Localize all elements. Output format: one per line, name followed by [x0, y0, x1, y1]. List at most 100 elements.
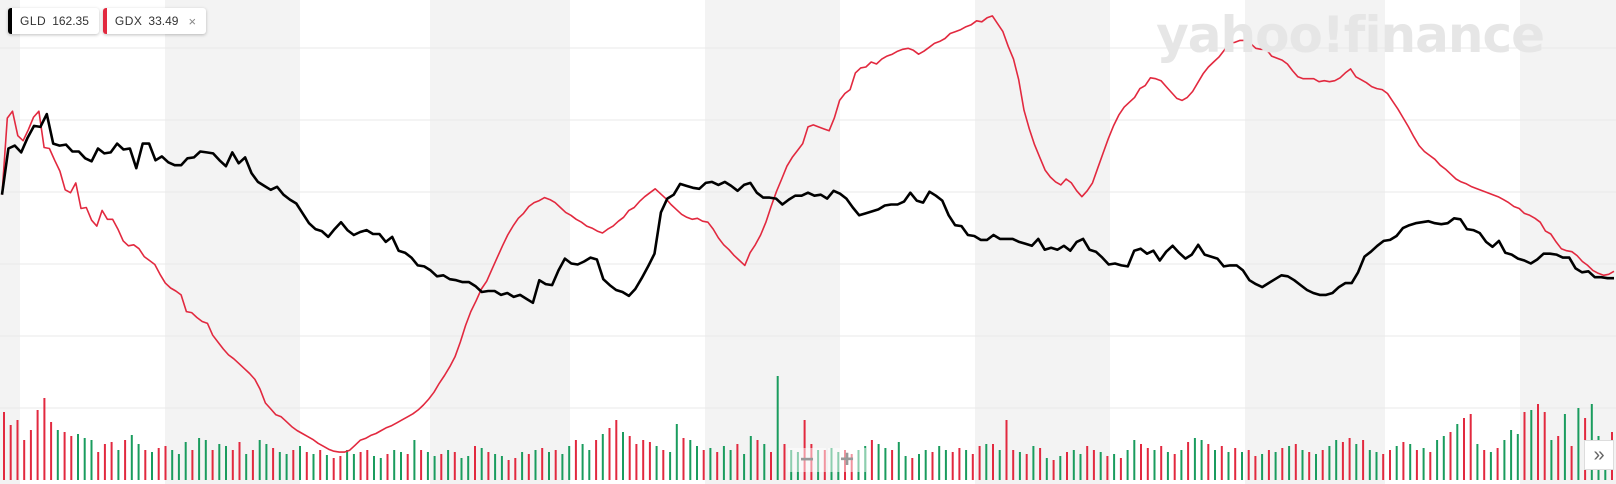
volume-bar	[770, 452, 772, 480]
volume-bar	[1321, 450, 1324, 480]
volume-bar	[1456, 424, 1459, 480]
volume-bar	[1395, 446, 1398, 480]
comparison-legend: GLD 162.35 GDX 33.49 ×	[8, 8, 207, 34]
volume-bar	[1274, 452, 1277, 480]
volume-bar	[1140, 444, 1142, 480]
volume-bar	[548, 452, 550, 480]
volume-bar	[1415, 450, 1418, 480]
remove-comparison-close-icon[interactable]: ×	[188, 13, 197, 29]
scroll-to-latest-button[interactable]: »	[1584, 440, 1614, 470]
volume-bar	[1537, 404, 1539, 480]
legend-chip-gld[interactable]: GLD 162.35	[8, 8, 99, 34]
volume-bar	[63, 432, 66, 480]
volume-bar	[1469, 414, 1472, 480]
volume-bar	[480, 448, 483, 480]
volume-bar	[918, 454, 920, 480]
volume-bar	[373, 456, 375, 480]
volume-bar	[1092, 450, 1095, 480]
volume-bar	[1113, 454, 1116, 480]
volume-bar	[756, 440, 759, 480]
volume-bar	[1166, 452, 1169, 480]
volume-bar	[494, 454, 497, 480]
volume-bar	[191, 450, 194, 480]
volume-bar	[1436, 440, 1439, 480]
volume-bar	[137, 444, 140, 480]
volume-bar	[352, 454, 355, 480]
volume-bar	[1099, 452, 1102, 480]
volume-bar	[642, 440, 645, 480]
volume-bar	[90, 440, 93, 480]
volume-bar	[1220, 446, 1223, 480]
volume-bar	[736, 444, 739, 480]
volume-bar	[541, 448, 544, 480]
volume-bar	[278, 452, 281, 480]
gdx-color-swatch	[102, 8, 107, 34]
volume-bar	[325, 455, 328, 480]
period-stripe	[705, 0, 840, 484]
zoom-in-button[interactable]: +	[828, 446, 866, 473]
volume-bar	[1025, 454, 1028, 480]
volume-bar	[393, 450, 396, 480]
volume-bar	[574, 440, 577, 480]
period-stripe	[1520, 0, 1616, 484]
volume-bar	[1160, 446, 1163, 480]
volume-bar	[716, 452, 719, 480]
volume-bar	[1146, 448, 1149, 480]
volume-bar	[595, 440, 598, 480]
volume-bar	[43, 398, 46, 480]
volume-bar	[1012, 450, 1015, 480]
volume-bar	[1489, 452, 1492, 480]
volume-bar	[164, 446, 167, 480]
volume-bar	[682, 438, 685, 480]
volume-bar	[1193, 438, 1196, 480]
volume-bar	[911, 458, 914, 480]
volume-bar	[171, 450, 174, 480]
volume-bar	[1348, 438, 1351, 480]
volume-bar	[70, 436, 73, 480]
volume-bar	[366, 450, 369, 480]
volume-bar	[1496, 448, 1499, 480]
volume-bar	[615, 420, 618, 480]
volume-bar	[379, 458, 382, 480]
volume-bar	[1516, 434, 1519, 480]
volume-bar	[938, 446, 941, 480]
volume-bar	[103, 444, 106, 480]
volume-bar	[1133, 440, 1136, 480]
volume-bar	[1039, 448, 1042, 480]
volume-bar	[1570, 446, 1573, 480]
volume-bar	[743, 454, 746, 480]
volume-bar	[951, 452, 954, 480]
zoom-out-button[interactable]: −	[788, 446, 826, 473]
volume-bar	[9, 425, 12, 480]
volume-bar	[709, 448, 712, 480]
volume-bar	[783, 444, 786, 480]
volume-bar	[958, 448, 961, 480]
volume-bar	[998, 450, 1001, 480]
volume-bar	[1072, 450, 1075, 480]
volume-bar	[83, 438, 86, 480]
volume-bar	[1234, 448, 1237, 480]
volume-bar	[1523, 412, 1526, 480]
legend-chip-gdx[interactable]: GDX 33.49 ×	[102, 8, 207, 34]
volume-bar	[299, 446, 301, 480]
volume-bar	[1335, 440, 1338, 480]
volume-bar	[622, 432, 624, 480]
volume-bar	[204, 440, 207, 480]
gld-color-swatch	[8, 8, 12, 34]
volume-bar	[1214, 450, 1216, 480]
volume-bar	[144, 450, 147, 480]
volume-bar	[1422, 448, 1425, 480]
volume-bar	[453, 452, 456, 480]
volume-bar	[675, 424, 678, 480]
volume-bar	[1261, 454, 1264, 480]
volume-bar	[1052, 460, 1055, 480]
volume-bar	[648, 442, 651, 480]
volume-bar	[702, 450, 705, 480]
volume-bar	[931, 452, 934, 480]
volume-bar	[776, 376, 779, 480]
volume-bar	[1368, 450, 1371, 480]
volume-bar	[1409, 444, 1412, 480]
volume-bar	[669, 452, 672, 480]
volume-bar	[3, 412, 5, 480]
